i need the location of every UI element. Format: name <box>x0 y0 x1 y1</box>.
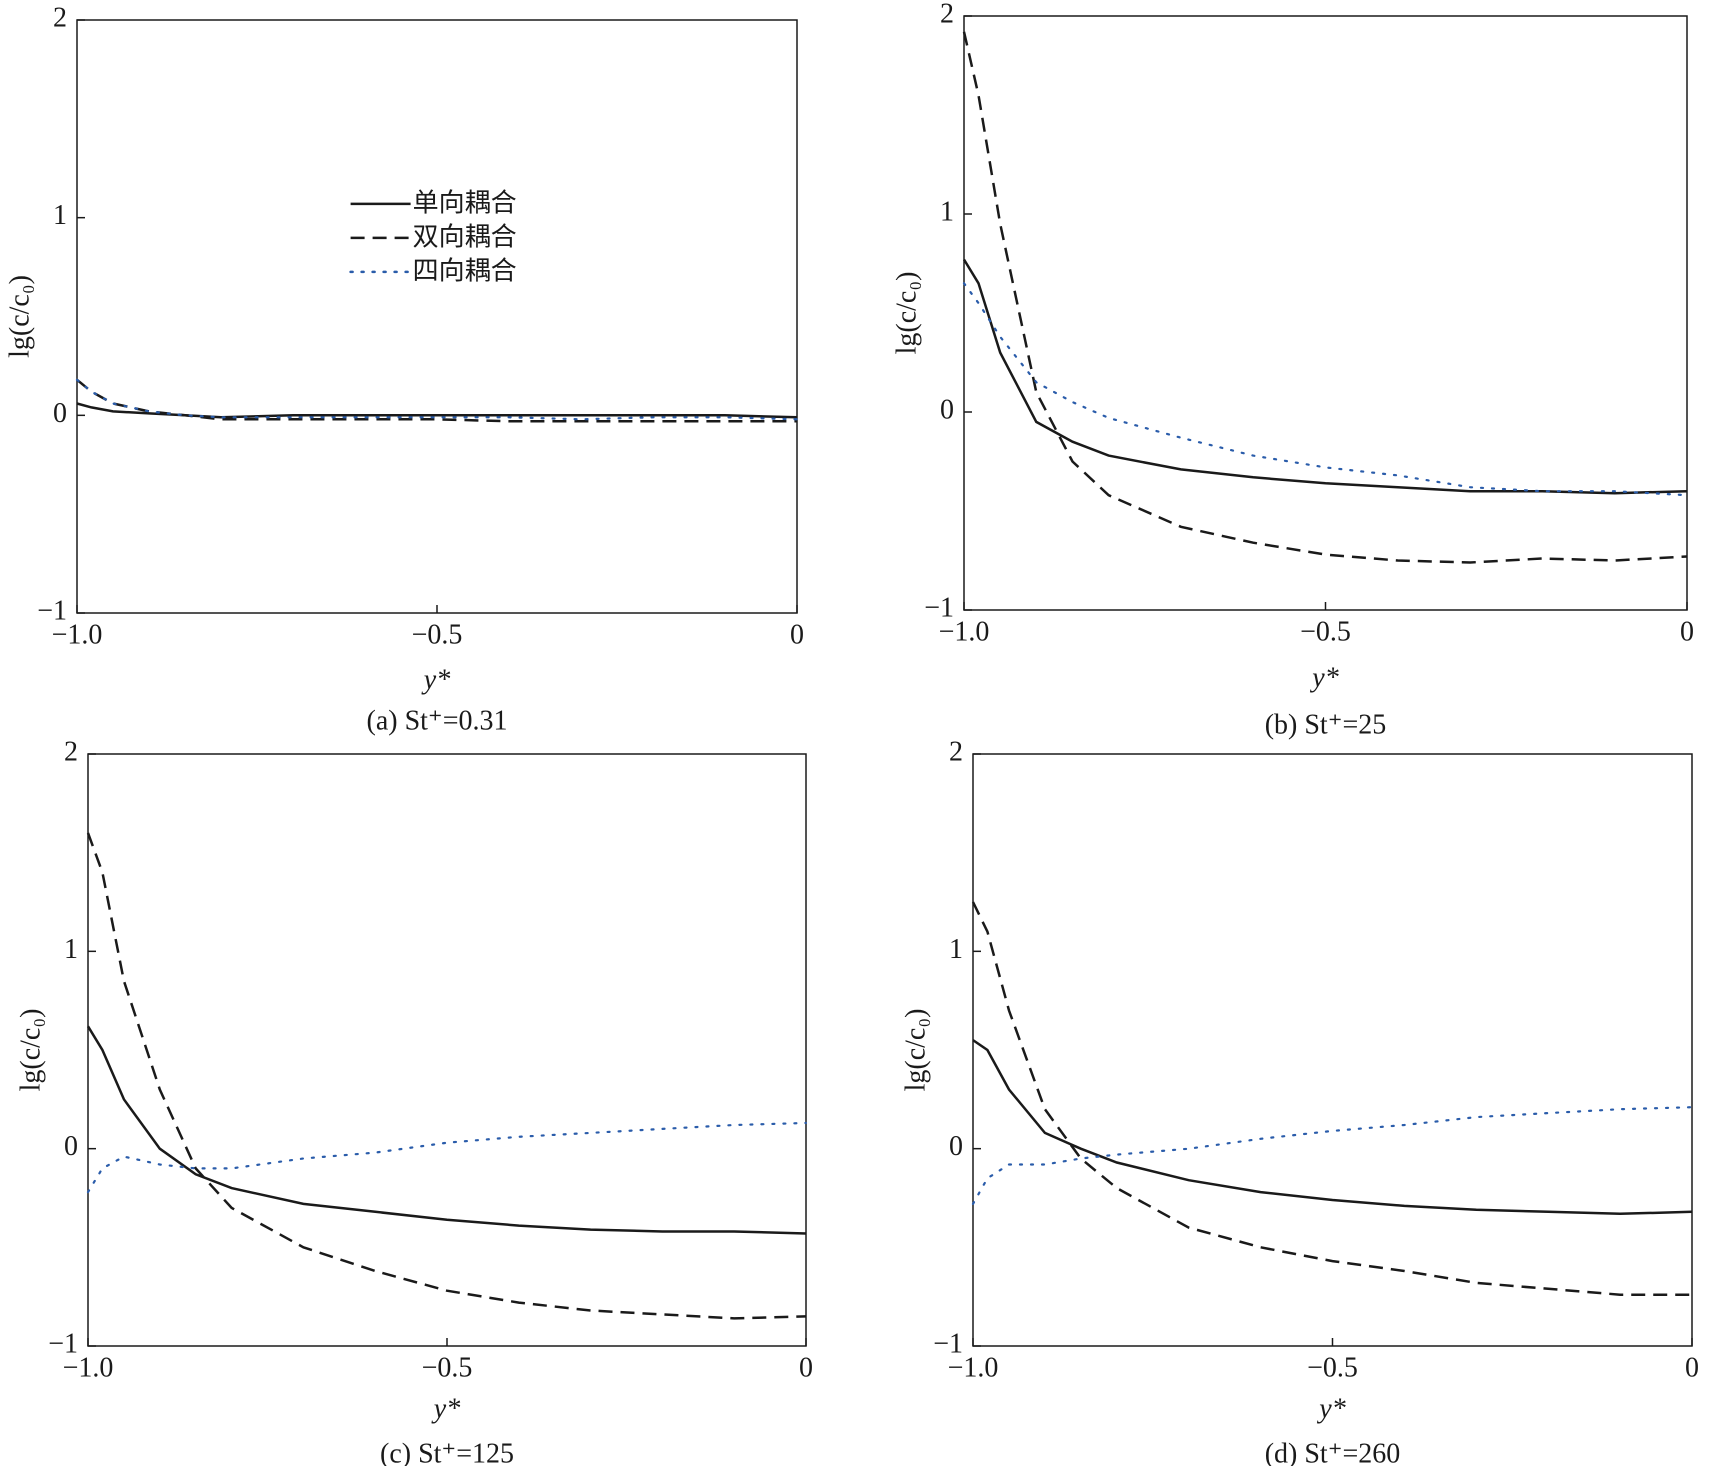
plot-frame <box>76 19 798 614</box>
data-line <box>86 1025 807 1235</box>
y-tick-label: 2 <box>940 0 954 29</box>
legend-label: 单向耦合 <box>413 188 517 218</box>
plot-frame <box>963 15 1688 611</box>
x-tick-label: 0 <box>790 619 804 650</box>
x-tick-label: −0.5 <box>1307 1352 1358 1383</box>
y-tick-label: 1 <box>949 934 963 965</box>
y-tick-label: −1 <box>48 1328 78 1359</box>
x-tick-label: −1.0 <box>52 619 103 650</box>
x-axis-label: y* <box>1316 1393 1345 1424</box>
y-tick-label: 0 <box>949 1131 963 1162</box>
x-tick-label: 0 <box>1680 616 1694 647</box>
y-tick-label: −1 <box>933 1328 963 1359</box>
legend-label: 四向耦合 <box>413 256 517 286</box>
data-line <box>75 378 799 421</box>
data-line <box>76 378 797 423</box>
x-tick-label: −1.0 <box>63 1352 114 1383</box>
y-axis-label: lg(c/c₀) <box>891 272 922 355</box>
data-line <box>86 832 807 1320</box>
y-tick-label: −1 <box>37 595 67 626</box>
data-line <box>86 1121 808 1194</box>
legend-label: 双向耦合 <box>413 222 517 252</box>
y-tick-label: 1 <box>940 196 954 227</box>
plot-frame <box>87 753 807 1347</box>
y-tick-label: −1 <box>924 592 954 623</box>
x-tick-label: −1.0 <box>948 1352 999 1383</box>
plot-frame <box>972 753 1693 1347</box>
data-line <box>962 258 1688 495</box>
x-tick-label: 0 <box>1685 1352 1699 1383</box>
data-line <box>972 1039 1693 1216</box>
y-tick-label: 0 <box>64 1131 78 1162</box>
y-tick-label: 0 <box>53 398 67 429</box>
x-axis-label: y* <box>421 664 450 695</box>
x-tick-label: −0.5 <box>412 619 463 650</box>
y-axis-label: lg(c/c₀) <box>4 275 35 358</box>
y-tick-label: 1 <box>64 934 78 965</box>
x-axis-label: y* <box>431 1393 460 1424</box>
data-line <box>962 31 1688 564</box>
x-tick-label: −0.5 <box>1300 616 1351 647</box>
y-tick-label: 2 <box>53 2 67 33</box>
y-tick-label: 1 <box>53 200 67 231</box>
x-tick-label: −1.0 <box>939 616 990 647</box>
x-tick-label: 0 <box>799 1352 813 1383</box>
caption: (a) St⁺=0.31 <box>367 705 508 736</box>
data-line <box>971 901 1692 1296</box>
data-line <box>971 1106 1694 1205</box>
x-axis-label: y* <box>1309 662 1338 693</box>
y-tick-label: 2 <box>949 736 963 767</box>
data-line <box>962 282 1689 497</box>
y-axis-label: lg(c/c₀) <box>900 1009 931 1092</box>
y-tick-label: 2 <box>64 736 78 767</box>
caption: (d) St⁺=260 <box>1265 1438 1401 1466</box>
caption: (c) St⁺=125 <box>380 1438 514 1466</box>
y-axis-label: lg(c/c₀) <box>15 1009 46 1092</box>
caption: (b) St⁺=25 <box>1265 709 1387 740</box>
data-line <box>76 402 798 419</box>
y-tick-label: 0 <box>940 394 954 425</box>
x-tick-label: −0.5 <box>422 1352 473 1383</box>
